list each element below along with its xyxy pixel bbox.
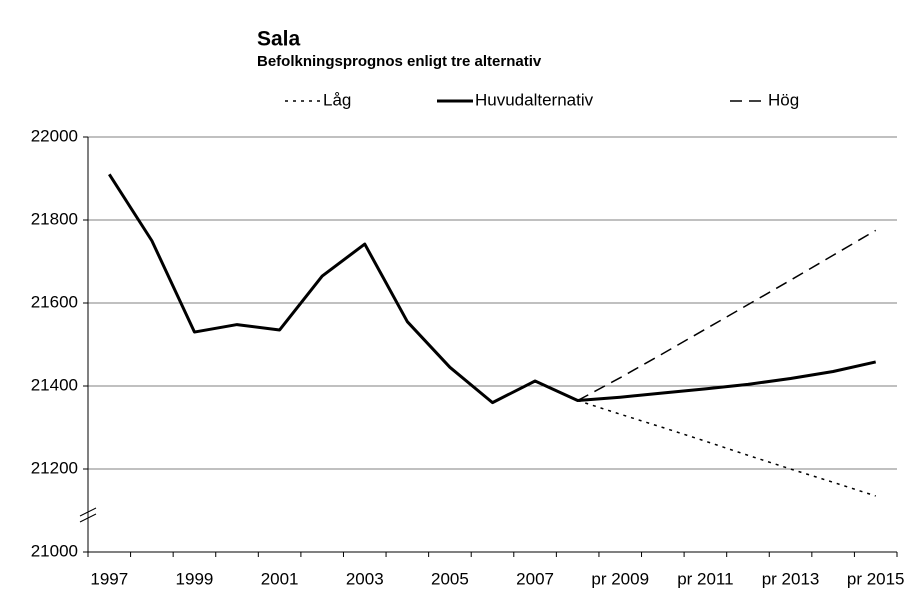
series-line: [577, 229, 877, 402]
x-tick-label: 2007: [516, 569, 554, 588]
x-tick-label: pr 2011: [677, 569, 733, 588]
y-tick-label: 21000: [31, 541, 78, 560]
y-tick-label: 21200: [31, 458, 78, 477]
x-tick-label: 2005: [431, 569, 469, 588]
legend-label: Låg: [323, 90, 351, 109]
x-tick-label: pr 2009: [591, 569, 649, 588]
x-tick-label: 1999: [176, 569, 214, 588]
x-tick-label: 1997: [90, 569, 128, 588]
x-tick-label: 2003: [346, 569, 384, 588]
legend-label: Hög: [768, 90, 799, 109]
y-tick-label: 21600: [31, 292, 78, 311]
legend-label: Huvudalternativ: [475, 90, 594, 109]
series-line: [577, 399, 876, 497]
y-tick-label: 22000: [31, 126, 78, 145]
chart-title: Sala: [257, 28, 301, 51]
y-tick-label: 21400: [31, 375, 78, 394]
x-tick-label: pr 2015: [847, 569, 905, 588]
y-tick-label: 21800: [31, 209, 78, 228]
x-tick-label: pr 2013: [762, 569, 820, 588]
chart-subtitle: Befolkningsprognos enligt tre alternativ: [257, 53, 542, 70]
x-tick-label: 2001: [261, 569, 299, 588]
series-line: [108, 173, 877, 405]
